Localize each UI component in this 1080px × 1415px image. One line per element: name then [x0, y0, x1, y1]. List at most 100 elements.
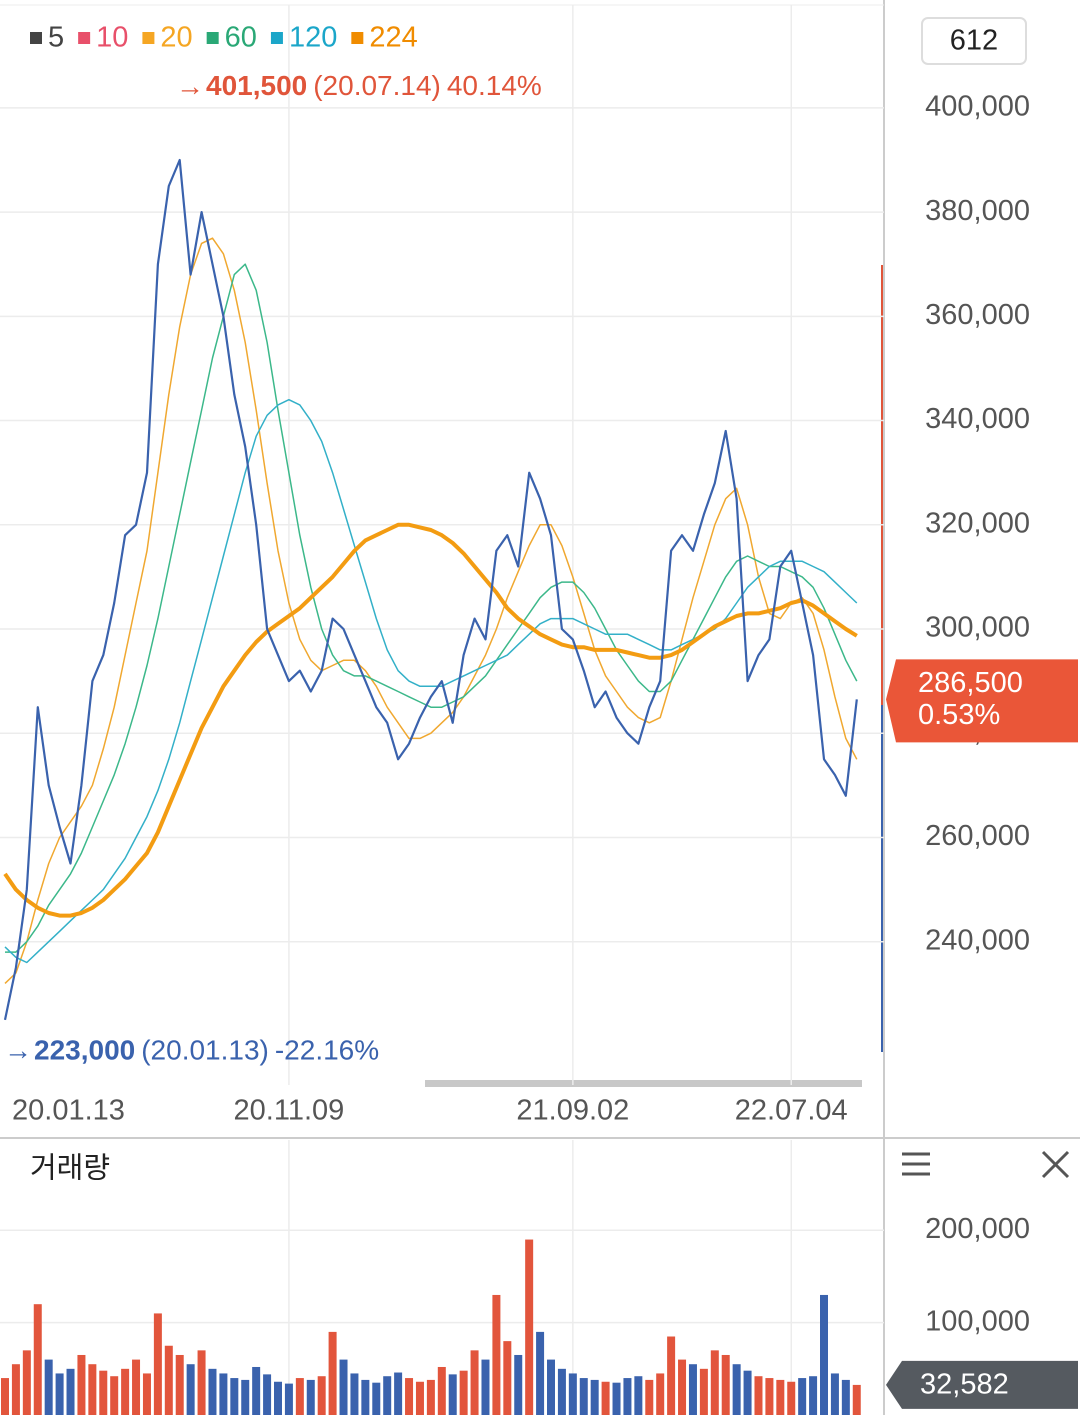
- volume-bar: [459, 1370, 468, 1415]
- y-tick-label: 360,000: [925, 299, 1030, 331]
- volume-bar: [394, 1372, 403, 1415]
- volume-bar: [208, 1368, 217, 1415]
- volume-bar: [33, 1304, 42, 1415]
- legend-swatch: [351, 32, 364, 44]
- y-tick-label: 400,000: [925, 91, 1030, 123]
- volume-bar: [99, 1370, 108, 1415]
- volume-bar: [470, 1350, 479, 1415]
- volume-bar: [361, 1379, 370, 1415]
- volume-bar: [448, 1374, 457, 1415]
- volume-bar: [743, 1370, 752, 1415]
- legend-swatch: [78, 32, 91, 44]
- volume-bar: [536, 1331, 545, 1415]
- last-volume-badge: [886, 1360, 1078, 1409]
- moving-average-line: [5, 263, 858, 953]
- y-tick-label: 320,000: [925, 507, 1030, 539]
- last-volume-label: 32,582: [920, 1369, 1009, 1401]
- volume-bar: [44, 1359, 53, 1415]
- volume-bar: [492, 1294, 501, 1415]
- volume-bar: [132, 1359, 141, 1415]
- period-box[interactable]: [921, 17, 1027, 65]
- y-tick-label: 260,000: [925, 820, 1030, 852]
- volume-bar: [699, 1368, 708, 1415]
- volume-bar: [252, 1366, 261, 1415]
- last-price-label: 286,500: [918, 667, 1023, 699]
- last-price-badge: [886, 659, 1078, 743]
- legend-label: 10: [96, 22, 128, 54]
- annotation-high: →401,500 (20.07.14) 40.14%: [176, 70, 542, 101]
- y-tick-label: 340,000: [925, 403, 1030, 435]
- volume-bar: [481, 1359, 490, 1415]
- last-price-change: 0.53%: [918, 699, 1000, 731]
- x-tick-label: 20.11.09: [234, 1095, 345, 1127]
- volume-bar: [547, 1359, 555, 1415]
- volume-bar: [754, 1376, 763, 1415]
- volume-bar: [350, 1373, 359, 1415]
- volume-bar: [142, 1373, 151, 1415]
- volume-bar: [295, 1378, 304, 1415]
- volume-bar: [841, 1379, 850, 1415]
- volume-bar: [197, 1350, 206, 1415]
- volume-bar: [175, 1354, 184, 1415]
- legend-swatch: [270, 32, 283, 44]
- legend-label: 60: [225, 22, 257, 54]
- volume-bar: [667, 1336, 676, 1415]
- moving-average-line: [4, 398, 858, 964]
- volume-bar: [372, 1382, 381, 1415]
- period-count: 612: [950, 25, 998, 57]
- volume-bar: [153, 1313, 162, 1415]
- volume-bar: [765, 1378, 774, 1415]
- y-tick-label: 380,000: [925, 195, 1030, 227]
- volume-bar: [121, 1368, 130, 1415]
- volume-bar: [787, 1381, 796, 1415]
- legend-label: 120: [289, 22, 337, 54]
- legend-swatch: [30, 32, 42, 44]
- volume-bar: [623, 1378, 632, 1415]
- volume-bar: [710, 1350, 719, 1415]
- volume-bar: [1, 1378, 9, 1415]
- volume-bar: [110, 1376, 119, 1415]
- annotation-change: 40.14%: [447, 70, 542, 101]
- volume-bar: [22, 1350, 31, 1415]
- volume-title: 거래량: [30, 1153, 110, 1185]
- volume-bar: [612, 1382, 621, 1415]
- volume-bar: [55, 1373, 64, 1415]
- volume-bar: [579, 1378, 588, 1415]
- volume-bar: [525, 1239, 534, 1415]
- volume-bar: [306, 1379, 315, 1415]
- volume-bar: [263, 1374, 272, 1415]
- annotation-low: →223,000 (20.01.13) -22.16%: [4, 1035, 379, 1066]
- volume-bar: [339, 1359, 348, 1415]
- legend-label: 20: [160, 22, 192, 54]
- annotation-label: 223,000: [34, 1035, 135, 1066]
- volume-bar: [798, 1378, 807, 1415]
- legend-swatch: [206, 32, 219, 44]
- volume-bar: [557, 1368, 566, 1415]
- price-line: [3, 158, 858, 1021]
- volume-bar: [514, 1354, 523, 1415]
- menu-icon[interactable]: [902, 1152, 930, 1176]
- volume-bar: [186, 1364, 195, 1415]
- volume-bar: [634, 1376, 643, 1415]
- volume-bar: [601, 1381, 610, 1415]
- volume-bar: [383, 1376, 392, 1415]
- moving-average-line: [4, 237, 858, 984]
- close-icon[interactable]: [1041, 1150, 1070, 1179]
- volume-bar: [721, 1354, 730, 1415]
- volume-bar: [503, 1341, 512, 1415]
- annotation-label: 401,500: [206, 70, 307, 101]
- moving-average-line: [3, 522, 858, 918]
- annotation-date: (20.07.14): [313, 70, 441, 101]
- y-tick-label: 100,000: [925, 1305, 1030, 1337]
- volume-bar: [437, 1366, 446, 1415]
- scrollbar[interactable]: [425, 1080, 862, 1087]
- volume-bar: [590, 1379, 599, 1415]
- volume-bar: [820, 1294, 828, 1415]
- volume-bar: [219, 1373, 228, 1415]
- x-tick-label: 20.01.13: [12, 1095, 125, 1127]
- volume-bar: [284, 1383, 293, 1415]
- volume-bar: [77, 1354, 86, 1415]
- volume-bar: [164, 1345, 173, 1415]
- volume-bar: [678, 1359, 687, 1415]
